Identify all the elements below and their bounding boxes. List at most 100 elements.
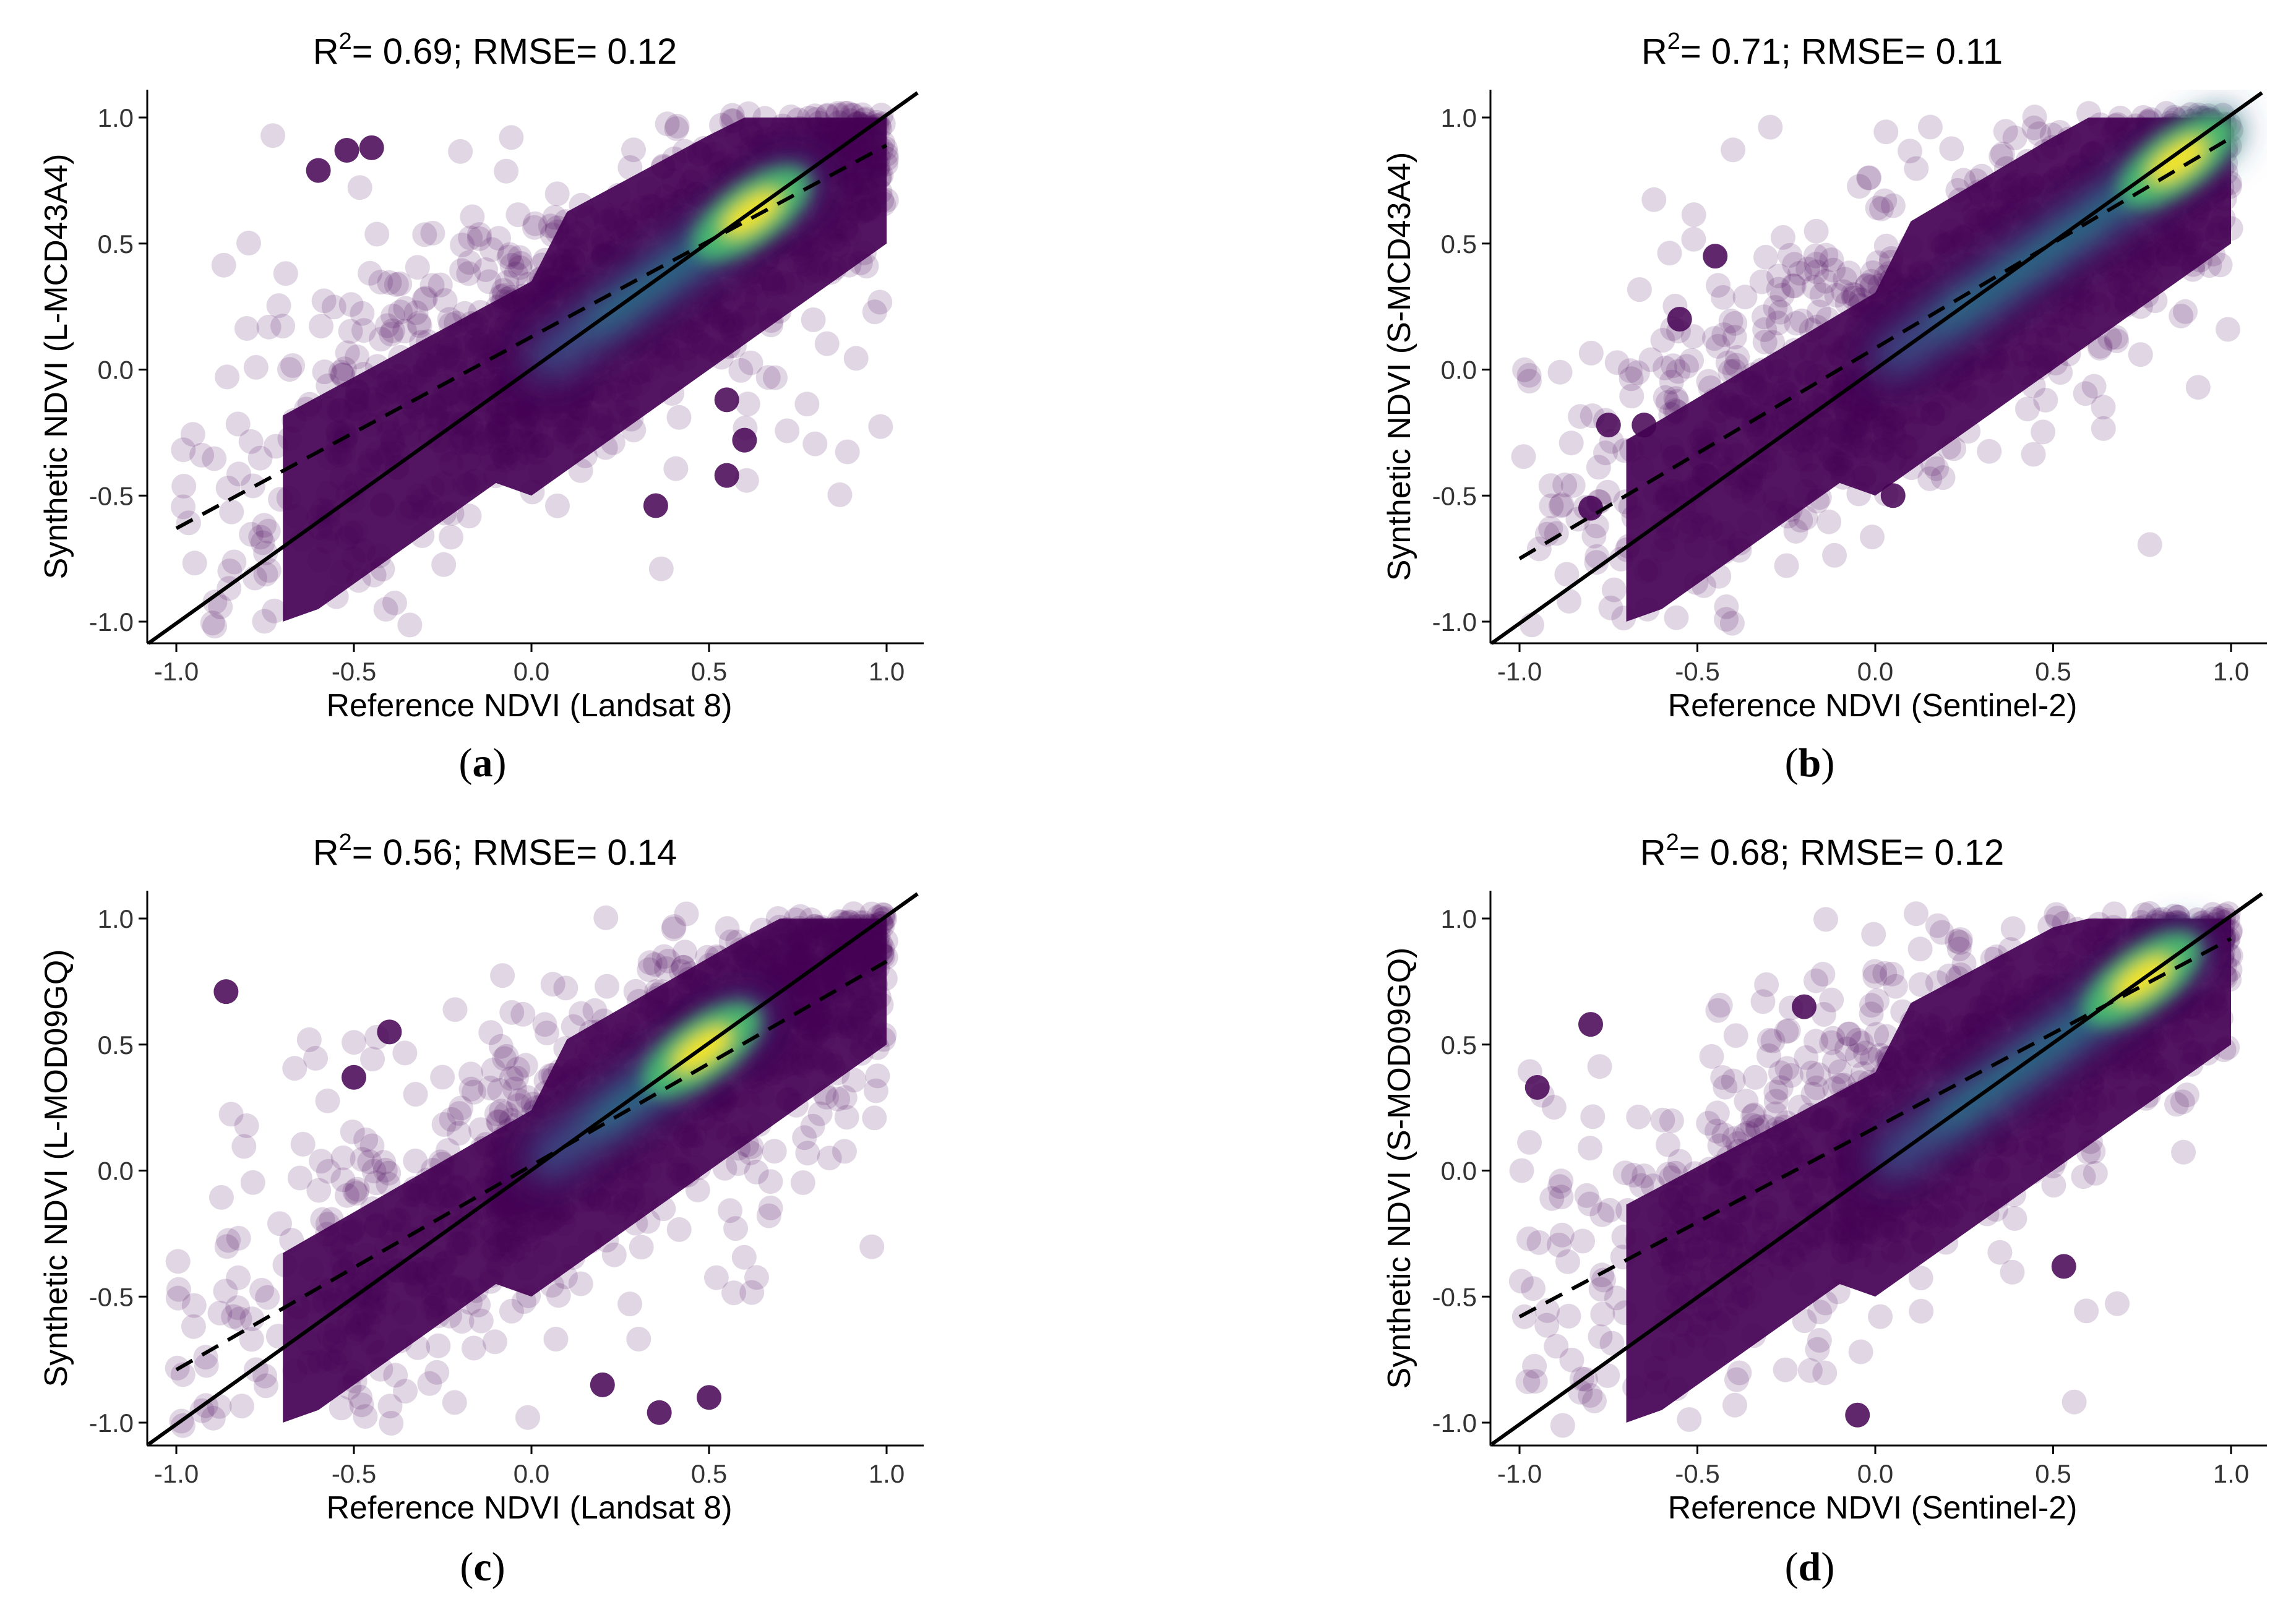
scatter-point xyxy=(1824,283,1849,308)
scatter-point xyxy=(1753,244,1778,270)
scatter-point xyxy=(347,175,372,200)
x-tick-label: 0.0 xyxy=(514,657,549,686)
scatter-point xyxy=(373,597,398,622)
scatter-point xyxy=(1977,439,2002,464)
outlier-point xyxy=(1703,244,1728,269)
scatter-point xyxy=(460,204,485,229)
scatter-point xyxy=(832,1139,857,1164)
scatter-point xyxy=(1679,348,1705,373)
title-r2-label: = xyxy=(1680,32,1711,72)
scatter-point xyxy=(1511,444,1536,469)
scatter-point xyxy=(1917,466,1943,491)
scatter-point xyxy=(290,1131,316,1157)
scatter-point xyxy=(1549,492,1575,517)
scatter-point xyxy=(208,594,233,620)
scatter-point xyxy=(1783,518,1808,544)
scatter-point xyxy=(412,222,437,247)
scatter-point xyxy=(593,905,619,930)
scatter-point xyxy=(226,1265,251,1290)
scatter-point xyxy=(200,1405,226,1431)
x-tick-label: 0.5 xyxy=(691,657,727,686)
regression-line xyxy=(175,959,888,1372)
scatter-point xyxy=(248,525,273,550)
regression-line xyxy=(1518,136,2232,560)
scatter-point xyxy=(763,365,788,390)
scatter-point xyxy=(405,255,430,280)
scatter-point xyxy=(744,1159,769,1184)
scatter-point xyxy=(865,1063,890,1089)
outlier-point xyxy=(334,137,359,163)
y-tick-label: -0.5 xyxy=(89,481,134,510)
scatter-point xyxy=(1770,225,1795,250)
scatter-point xyxy=(406,311,431,336)
scatter-point xyxy=(1904,156,1929,181)
scatter-point xyxy=(494,158,519,184)
scatter-point xyxy=(171,437,196,463)
scatter-point xyxy=(1666,359,1691,384)
outlier-point xyxy=(590,1372,615,1397)
scatter-point xyxy=(358,260,383,286)
title-superscript: 2 xyxy=(1667,28,1680,54)
scatter-point xyxy=(1547,359,1573,385)
scatter-point xyxy=(1793,505,1818,531)
scatter-point xyxy=(1804,252,1829,277)
title-r-symbol: R xyxy=(313,32,339,72)
title-rmse-label: ; RMSE= xyxy=(453,32,608,72)
scatter-point xyxy=(2083,1160,2108,1186)
scatter-point xyxy=(737,1140,763,1165)
scatter-point xyxy=(522,215,547,240)
scatter-point xyxy=(189,442,215,468)
scatter-point xyxy=(364,1170,389,1196)
scatter-point xyxy=(484,1102,509,1126)
scatter-point xyxy=(189,1398,215,1423)
scatter-point xyxy=(340,1120,365,1144)
scatter-point xyxy=(247,445,273,471)
x-tick-label: -1.0 xyxy=(1497,657,1542,686)
panel-caption: (a) xyxy=(459,740,507,786)
scatter-point xyxy=(1795,256,1821,281)
scatter-point xyxy=(664,114,690,139)
scatter-point xyxy=(2208,252,2233,278)
scatter-point xyxy=(1781,273,1807,299)
scatter-point xyxy=(430,1065,455,1090)
scatter-point xyxy=(673,940,697,965)
scatter-point xyxy=(2002,125,2027,150)
scatter-point xyxy=(338,319,363,344)
scatter-point xyxy=(273,261,298,286)
outlier-point xyxy=(647,1400,672,1425)
x-tick-label: 0.5 xyxy=(2035,657,2071,686)
scatter-point xyxy=(504,1065,529,1090)
scatter-point xyxy=(863,1078,888,1103)
scatter-point xyxy=(703,1265,729,1290)
scatter-point xyxy=(431,1112,457,1137)
x-tick-label: -0.5 xyxy=(332,657,376,686)
x-axis-label: Reference NDVI (Landsat 8) xyxy=(326,688,732,724)
x-tick-label: 0.0 xyxy=(514,1459,549,1488)
scatter-point xyxy=(1803,243,1828,268)
scatter-point xyxy=(1719,610,1745,636)
chart-title: R2= 0.69; RMSE= 0.12 xyxy=(313,28,677,72)
scatter-point xyxy=(505,1056,530,1082)
scatter-point xyxy=(252,1363,278,1389)
scatter-point xyxy=(227,1306,252,1332)
scatter-point xyxy=(260,123,286,148)
scatter-point xyxy=(1595,479,1620,505)
scatter-point xyxy=(867,289,893,315)
scatter-point xyxy=(379,1411,404,1436)
scatter-point xyxy=(2087,335,2112,361)
scatter-point xyxy=(243,354,269,380)
scatter-point xyxy=(417,1371,442,1396)
scatter-point xyxy=(468,1308,494,1334)
scatter-point xyxy=(499,1000,525,1025)
scatter-point xyxy=(330,1167,356,1193)
title-r2-value: 0.56 xyxy=(383,833,453,873)
scatter-point xyxy=(2026,121,2052,147)
scatter-point xyxy=(1765,311,1791,336)
scatter-point xyxy=(342,1030,367,1055)
scatter-point xyxy=(1548,493,1573,518)
one-to-one-line xyxy=(147,892,919,1446)
scatter-point xyxy=(170,1413,196,1438)
scatter-point xyxy=(666,1217,692,1242)
scatter-point xyxy=(1661,353,1686,379)
y-tick-label: 1.0 xyxy=(98,103,134,132)
